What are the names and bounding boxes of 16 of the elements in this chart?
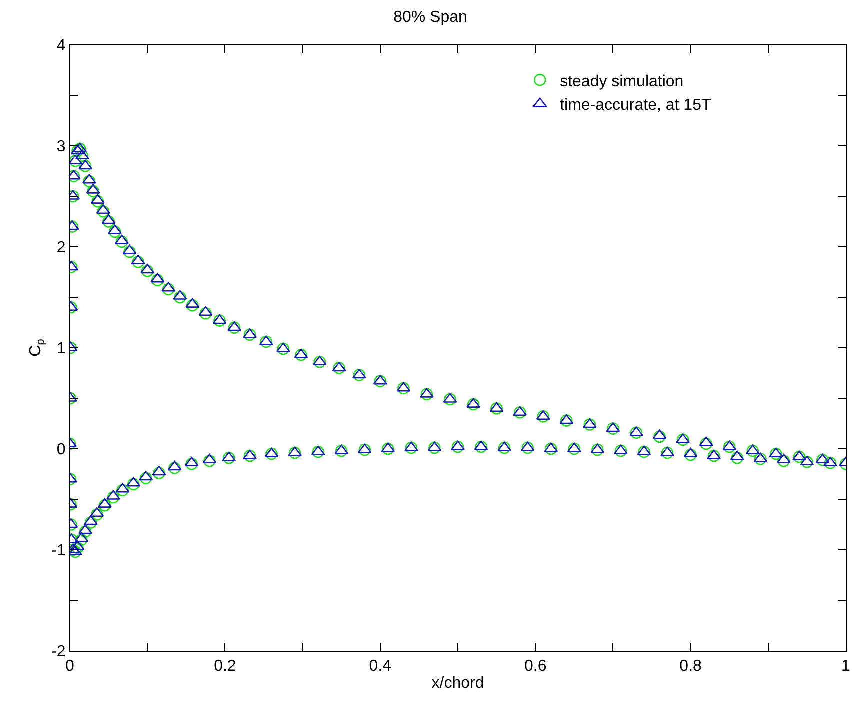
x-tick-label: 1: [842, 658, 851, 676]
x-tick-label: 0.6: [524, 658, 547, 676]
y-tick-label: -2: [52, 644, 66, 661]
x-tick-label: 0.4: [369, 658, 392, 676]
legend-label: steady simulation: [560, 73, 684, 90]
y-tick-label: 2: [56, 240, 66, 257]
y-tick-label: 3: [56, 138, 66, 156]
y-tick-label: -1: [52, 542, 66, 560]
x-tick-label: 0.8: [680, 658, 702, 676]
x-tick-label: 0.2: [214, 658, 236, 676]
chart-title: 80% Span: [394, 8, 468, 26]
y-tick-label: 4: [56, 38, 66, 55]
legend-label: time-accurate, at 15T: [560, 97, 712, 114]
y-tick-label: 0: [56, 442, 66, 459]
x-axis-title: x/chord: [432, 674, 484, 692]
y-tick-label: 1: [56, 340, 66, 358]
